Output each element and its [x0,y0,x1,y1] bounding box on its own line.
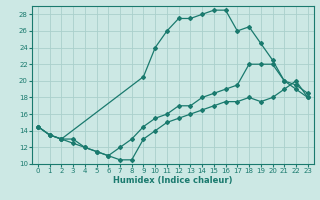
X-axis label: Humidex (Indice chaleur): Humidex (Indice chaleur) [113,176,233,185]
